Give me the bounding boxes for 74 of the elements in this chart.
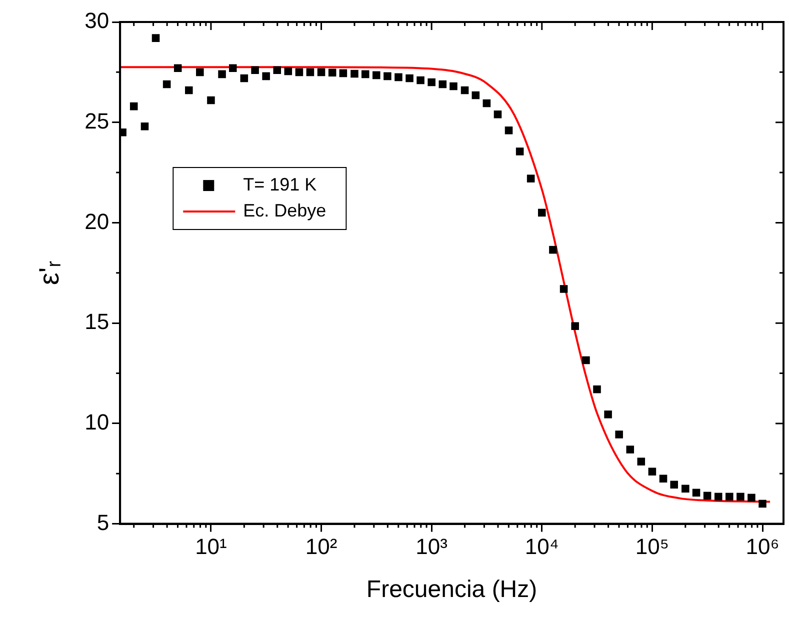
legend-label: Ec. Debye [243, 200, 326, 220]
y-tick-label: 30 [84, 8, 110, 34]
point [670, 480, 678, 489]
y-tick-label: 5 [96, 510, 110, 535]
point [162, 80, 171, 88]
point [659, 474, 668, 483]
point [251, 66, 259, 74]
point [262, 72, 270, 80]
point [174, 64, 182, 72]
x-axis-title: Frecuencia (Hz) [366, 576, 538, 604]
point [516, 148, 524, 156]
point [582, 356, 590, 364]
point [350, 70, 358, 78]
point [571, 322, 579, 330]
point [682, 484, 690, 493]
y-tick-label: 10 [84, 410, 110, 435]
point [549, 246, 557, 254]
y-tick-label: 25 [84, 108, 110, 134]
point [736, 492, 744, 501]
point [593, 385, 601, 394]
point [240, 74, 248, 82]
point [648, 468, 656, 476]
point [273, 66, 282, 74]
point [714, 492, 722, 501]
x-tick-label: 10⁵ [635, 534, 669, 560]
y-tick-label: 15 [84, 309, 110, 334]
point [140, 122, 149, 130]
point [604, 410, 612, 418]
legend-label: T= 191 K [243, 174, 317, 194]
point [218, 70, 226, 78]
x-tick-label: 10³ [416, 534, 448, 560]
point [482, 99, 491, 108]
x-tick-label: 10⁶ [746, 534, 780, 560]
point [406, 74, 414, 82]
point [450, 82, 458, 90]
point [328, 68, 336, 76]
point [295, 68, 304, 76]
point [472, 91, 480, 100]
y-axis-title: ε'ᵣ [34, 260, 65, 286]
point [306, 68, 314, 76]
point [416, 76, 424, 84]
point [494, 110, 502, 118]
point [372, 71, 380, 80]
point [504, 126, 513, 134]
point [207, 96, 215, 104]
point [538, 208, 546, 217]
x-tick-label: 10² [305, 534, 338, 560]
point [460, 86, 469, 94]
point [726, 492, 734, 501]
point [428, 78, 436, 86]
point [692, 488, 700, 497]
point [317, 68, 326, 76]
point [361, 70, 370, 78]
x-tick-label: 10⁴ [524, 534, 559, 560]
point [130, 102, 138, 110]
point [196, 68, 204, 76]
point [228, 64, 237, 72]
point [394, 73, 402, 82]
y-tick-label: 20 [84, 208, 110, 234]
point [615, 430, 623, 438]
point [339, 69, 348, 78]
point [626, 446, 634, 454]
point [185, 86, 193, 94]
point [703, 492, 712, 500]
point [284, 67, 292, 76]
point [748, 494, 756, 502]
point [560, 285, 568, 293]
x-tick-label: 10¹ [195, 534, 227, 560]
point [526, 174, 535, 182]
point [637, 458, 646, 466]
point [152, 34, 160, 42]
point [758, 500, 766, 508]
point [384, 72, 392, 80]
point [438, 80, 447, 88]
